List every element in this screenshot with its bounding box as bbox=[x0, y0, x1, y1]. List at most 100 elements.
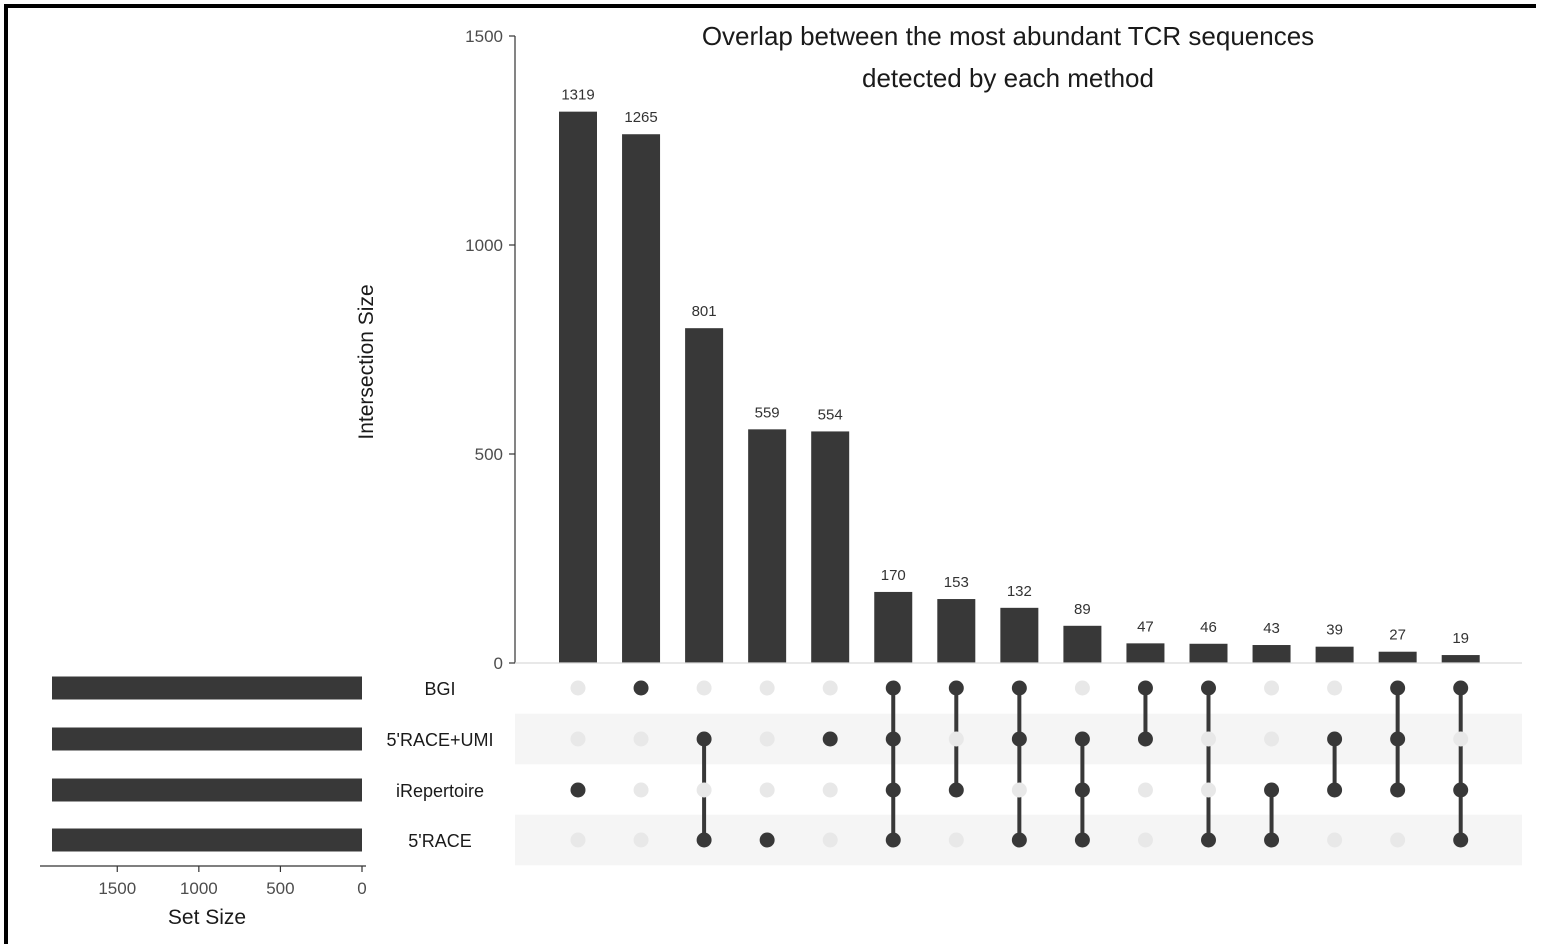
matrix-dot-active bbox=[1453, 680, 1469, 696]
matrix-dot-inactive bbox=[822, 782, 838, 798]
matrix-dot-inactive bbox=[948, 832, 964, 848]
matrix-dot-active bbox=[948, 782, 964, 798]
matrix-dot-active bbox=[1137, 731, 1153, 747]
matrix-dot-inactive bbox=[948, 731, 964, 747]
bar-value-label: 46 bbox=[1200, 619, 1217, 636]
matrix-dot-inactive bbox=[1011, 782, 1027, 798]
set-size-tick-label: 1500 bbox=[98, 879, 136, 898]
matrix-dot-inactive bbox=[759, 782, 775, 798]
bar-value-label: 801 bbox=[692, 303, 717, 320]
bar-value-label: 43 bbox=[1263, 620, 1280, 637]
matrix-dot-inactive bbox=[696, 782, 712, 798]
intersection-bar bbox=[1315, 646, 1354, 663]
matrix-dot-inactive bbox=[633, 832, 649, 848]
matrix-dot-active bbox=[570, 782, 586, 798]
y-tick-label: 1500 bbox=[465, 27, 503, 46]
matrix-dot-active bbox=[885, 832, 901, 848]
matrix-dot-active bbox=[1074, 731, 1090, 747]
matrix-dot-active bbox=[1264, 832, 1280, 848]
matrix-dot-inactive bbox=[1201, 731, 1216, 747]
bar-value-label: 1319 bbox=[561, 87, 594, 104]
matrix-dot-inactive bbox=[822, 680, 838, 696]
bar-value-label: 153 bbox=[944, 574, 969, 591]
set-size-bar bbox=[52, 727, 362, 751]
intersection-bar bbox=[748, 429, 787, 663]
matrix-dot-inactive bbox=[1264, 731, 1280, 747]
matrix-dot-active bbox=[1390, 782, 1406, 798]
intersection-bar bbox=[1252, 645, 1291, 663]
matrix-dot-inactive bbox=[1074, 680, 1090, 696]
matrix-dot-inactive bbox=[1327, 680, 1343, 696]
bar-value-label: 89 bbox=[1074, 601, 1091, 618]
intersection-bar bbox=[1063, 625, 1102, 663]
matrix-dot-active bbox=[1011, 680, 1027, 696]
intersection-bar bbox=[874, 591, 913, 663]
intersection-bar bbox=[1126, 643, 1165, 663]
set-size-bar bbox=[52, 778, 362, 802]
intersection-bar bbox=[937, 599, 976, 663]
matrix-dot-inactive bbox=[1137, 782, 1153, 798]
matrix-dot-active bbox=[633, 680, 649, 696]
intersection-bar bbox=[1378, 651, 1417, 663]
matrix-dot-active bbox=[1201, 680, 1216, 696]
matrix-dot-active bbox=[696, 731, 712, 747]
set-size-tick-label: 1000 bbox=[180, 879, 218, 898]
matrix-dot-active bbox=[822, 731, 838, 747]
matrix-dot-active bbox=[696, 832, 712, 848]
matrix-dot-active bbox=[1327, 782, 1343, 798]
intersection-bar bbox=[1000, 607, 1039, 663]
intersection-bar bbox=[1189, 643, 1228, 663]
figure-frame bbox=[4, 4, 1536, 944]
intersection-y-axis: 0 500 1000 1500 Intersection Size bbox=[355, 27, 1522, 673]
matrix-dot-active bbox=[1011, 832, 1027, 848]
matrix-dot-active bbox=[1327, 731, 1343, 747]
matrix-dot-active bbox=[1011, 731, 1027, 747]
y-tick-label: 500 bbox=[475, 445, 503, 464]
set-size-tick-label: 0 bbox=[357, 879, 366, 898]
chart-title-line: detected by each method bbox=[862, 63, 1154, 93]
set-size-bar bbox=[52, 676, 362, 700]
chart-title-line: Overlap between the most abundant TCR se… bbox=[702, 21, 1314, 51]
matrix-dot-active bbox=[1264, 782, 1280, 798]
matrix-dot-inactive bbox=[1264, 680, 1280, 696]
matrix-dot-inactive bbox=[759, 731, 775, 747]
set-size-bars: 1500 1000 500 0 Set Size bbox=[40, 676, 367, 929]
chart-titles: Overlap between the most abundant TCR se… bbox=[702, 21, 1314, 93]
matrix-dot-active bbox=[1390, 680, 1406, 696]
set-name-label: BGI bbox=[424, 679, 455, 699]
intersection-matrix bbox=[570, 680, 1469, 848]
intersection-bar bbox=[559, 111, 597, 663]
matrix-dot-inactive bbox=[759, 680, 775, 696]
matrix-dot-inactive bbox=[633, 731, 649, 747]
bar-value-label: 554 bbox=[818, 406, 843, 423]
matrix-dot-inactive bbox=[633, 782, 649, 798]
bar-value-label: 559 bbox=[755, 404, 780, 421]
matrix-dot-inactive bbox=[570, 731, 586, 747]
matrix-dot-inactive bbox=[696, 680, 712, 696]
matrix-dot-inactive bbox=[822, 832, 838, 848]
matrix-dot-active bbox=[1074, 782, 1090, 798]
y-tick-label: 0 bbox=[494, 654, 503, 673]
matrix-dot-active bbox=[885, 731, 901, 747]
matrix-dot-active bbox=[885, 680, 901, 696]
set-name-label: 5'RACE bbox=[408, 831, 471, 851]
matrix-dot-active bbox=[1453, 832, 1469, 848]
bar-value-label: 39 bbox=[1326, 622, 1343, 639]
matrix-dot-active bbox=[1453, 782, 1469, 798]
bar-value-label: 132 bbox=[1007, 583, 1032, 600]
matrix-dot-active bbox=[948, 680, 964, 696]
bar-value-label: 170 bbox=[881, 567, 906, 584]
matrix-dot-inactive bbox=[1327, 832, 1343, 848]
matrix-dot-inactive bbox=[1390, 832, 1406, 848]
y-axis-title: Intersection Size bbox=[355, 284, 378, 439]
bar-value-label: 47 bbox=[1137, 618, 1154, 635]
matrix-dot-active bbox=[885, 782, 901, 798]
set-name-label: 5'RACE+UMI bbox=[387, 730, 494, 750]
intersection-bar bbox=[811, 431, 850, 663]
matrix-dot-inactive bbox=[1453, 731, 1469, 747]
matrix-dot-inactive bbox=[570, 832, 586, 848]
matrix-dot-inactive bbox=[570, 680, 586, 696]
y-tick-label: 1000 bbox=[465, 236, 503, 255]
matrix-dot-active bbox=[1390, 731, 1406, 747]
